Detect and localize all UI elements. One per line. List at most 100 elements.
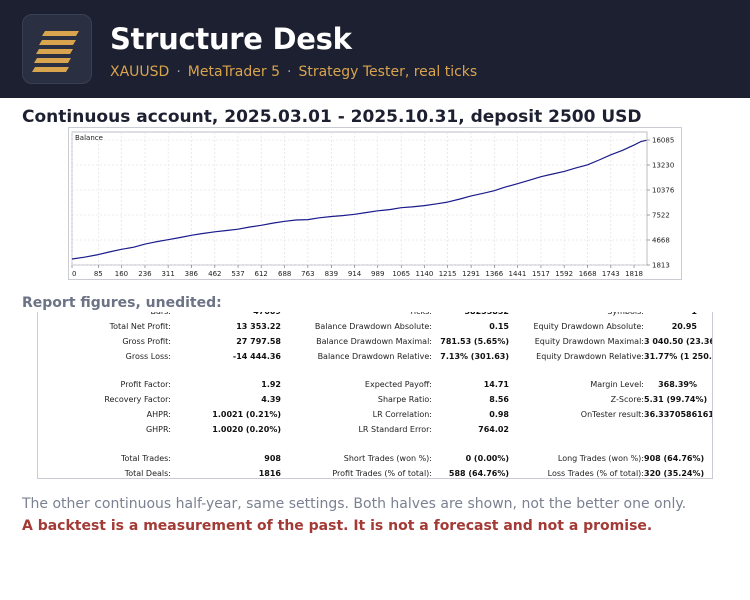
x-tick-label: 1441 (509, 270, 527, 278)
app-title: Structure Desk (110, 22, 352, 56)
report-value: 1.92 (261, 380, 281, 389)
app-header: Structure Desk XAUUSD · MetaTrader 5 · Strat… (0, 0, 750, 98)
subtitle-separator: · (287, 64, 292, 80)
section-title: Continuous account, 2025.03.01 - 2025.10… (22, 107, 642, 127)
x-tick-label: 1065 (392, 270, 410, 278)
chart-title: Balance (75, 134, 103, 142)
x-tick-label: 160 (115, 270, 128, 278)
report-label: OnTester result: (580, 410, 644, 419)
report-value: 31.77% (1 250.13) (644, 352, 712, 361)
report-value: 764.02 (478, 425, 509, 434)
stacked-bars-logo (22, 14, 92, 84)
balance-series-line (71, 139, 647, 260)
report-label: Short Trades (won %): (343, 454, 432, 463)
x-tick-label: 311 (161, 270, 174, 278)
x-tick-label: 236 (138, 270, 152, 278)
report-label: Profit Factor: (120, 380, 171, 389)
report-value: 1.0021 (0.21%) (212, 410, 281, 419)
x-tick-label: 1215 (439, 270, 457, 278)
report-value: 5.31 (99.74%) (644, 395, 708, 404)
report-label: Expected Payoff: (364, 380, 432, 389)
report-row (38, 440, 712, 455)
balance-chart-svg: 0 85 160 236 311 386 462 537 612 688 763 839 914 989 1… (71, 131, 675, 278)
report-value: 47609 (171, 312, 281, 316)
report-row: Gross Loss: -14 444.36 Balance Drawdown Re… (38, 352, 712, 367)
report-value: 1.0020 (0.20%) (212, 425, 281, 434)
platform-label: MetaTrader 5 (187, 64, 280, 80)
x-tick-label: 537 (231, 270, 244, 278)
report-value: 27 797.58 (236, 337, 281, 346)
report-label: Balance Drawdown Absolute: (314, 322, 432, 331)
x-tick-label: 462 (208, 270, 221, 278)
x-tick-label: 1743 (602, 270, 620, 278)
report-value: 908 (64.76%) (644, 454, 705, 463)
x-tick-label: 0 (72, 270, 76, 278)
report-value: 320 (35.24%) (644, 469, 705, 478)
y-tick-label: 16085 (652, 137, 674, 145)
report-value: 20.95 (671, 322, 697, 331)
report-label: Total Net Profit: (109, 322, 171, 331)
x-tick-label: 85 (94, 270, 103, 278)
stacked-bars-logo-icon (32, 31, 79, 72)
report-label: Sharpe Ratio: (377, 395, 432, 404)
report-label: Bars: (38, 312, 171, 316)
report-row: AHPR: 1.0021 (0.21%) LR Correlation: 0.98 On… (38, 410, 712, 425)
x-tick-label: 1668 (579, 270, 597, 278)
balance-chart: 0 85 160 236 311 386 462 537 612 688 763 839 914 989 1… (68, 127, 682, 280)
warning-text: A backtest is a measurement of the past.… (22, 518, 653, 534)
report-label: GHPR: (145, 425, 171, 434)
report-label: AHPR: (146, 410, 171, 419)
report-value: 1 (644, 312, 697, 316)
x-tick-label: 1818 (625, 270, 643, 278)
report-label: Gross Loss: (125, 352, 171, 361)
x-tick-label: 386 (185, 270, 199, 278)
report-value: 38255852 (432, 312, 509, 316)
report-label: Balance Drawdown Relative: (317, 352, 432, 361)
symbol-label: XAUUSD (110, 64, 170, 80)
report-row: Recovery Factor: 4.39 Sharpe Ratio: 8.56 Z-S… (38, 395, 712, 410)
report-value: 13 353.22 (236, 322, 281, 331)
report-row: Bars:47609Ticks:38255852Symbols:1 (38, 312, 712, 322)
report-value: 8.56 (489, 395, 509, 404)
report-row: Total Trades: 908 Short Trades (won %): 0 (… (38, 454, 712, 469)
footnote: The other continuous half-year, same set… (22, 496, 687, 512)
report-label: Equity Drawdown Relative: (536, 352, 644, 361)
report-value: 781.53 (5.65%) (440, 337, 509, 346)
x-tick-label: 612 (255, 270, 268, 278)
report-value: 4.39 (261, 395, 281, 404)
y-tick-label: 4668 (652, 236, 670, 244)
report-heading: Report figures, unedited: (22, 295, 222, 311)
report-row: Gross Profit: 27 797.58 Balance Drawdown M… (38, 337, 712, 352)
report-label: Total Trades: (121, 454, 171, 463)
report-value: 908 (264, 454, 281, 463)
x-tick-label: 763 (301, 270, 314, 278)
report-row: GHPR: 1.0020 (0.20%) LR Standard Error: 764… (38, 425, 712, 440)
report-label: Z-Score: (610, 395, 644, 404)
report-label: Loss Trades (% of total): (547, 469, 644, 478)
report-label: Equity Drawdown Maximal: (534, 337, 644, 346)
report-value: 14.71 (483, 380, 509, 389)
report-label: Recovery Factor: (104, 395, 171, 404)
subtitle-separator: · (176, 64, 181, 80)
report-label: Long Trades (won %): (557, 454, 644, 463)
plot-area (71, 131, 648, 266)
x-tick-label: 1140 (416, 270, 434, 278)
x-tick-label: 989 (371, 270, 384, 278)
report-table: Bars:47609Ticks:38255852Symbols:1Total N… (37, 312, 713, 479)
y-tick-label: 10376 (652, 187, 675, 195)
y-tick-label: 1813 (652, 262, 670, 270)
y-tick-label: 7522 (652, 211, 670, 219)
report-value: 3 040.50 (23.36%) (644, 337, 712, 346)
report-value: 368.39% (658, 380, 697, 389)
report-label: Profit Trades (% of total): (332, 469, 432, 478)
report-value: 0 (0.00%) (465, 454, 509, 463)
report-value: 1816 (258, 469, 281, 478)
app-subtitle: XAUUSD · MetaTrader 5 · Strategy Tester, rea… (110, 64, 477, 80)
x-tick-label: 914 (348, 270, 362, 278)
report-label: Ticks: (281, 312, 432, 316)
report-label: Balance Drawdown Maximal: (316, 337, 432, 346)
x-tick-label: 1291 (462, 270, 480, 278)
report-value: -14 444.36 (232, 352, 281, 361)
y-tick-label: 13230 (652, 162, 674, 170)
report-row: Total Deals: 1816 Profit Trades (% of tota… (38, 469, 712, 478)
